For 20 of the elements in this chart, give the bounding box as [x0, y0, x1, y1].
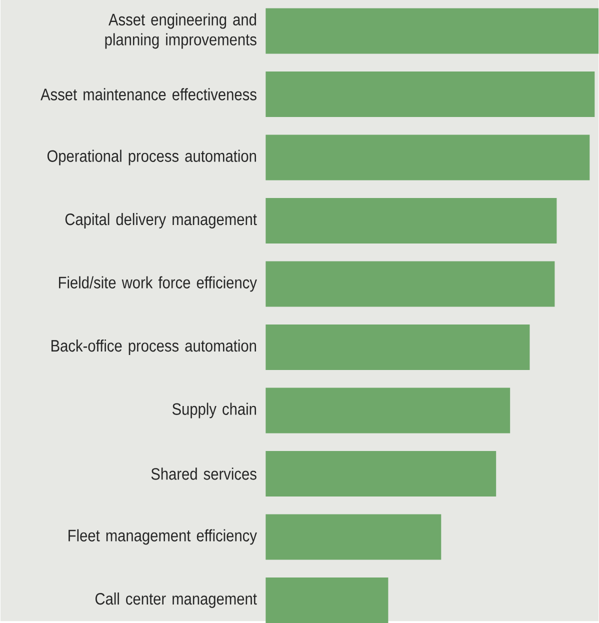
bar — [266, 198, 557, 244]
bar — [266, 261, 555, 307]
bar — [266, 71, 595, 118]
bar — [266, 450, 496, 497]
y-tick-label: Field/site work force efficiency — [59, 276, 258, 292]
y-tick-label: Capital delivery management — [66, 212, 258, 228]
y-tick-label: Asset engineering and planning improvements — [105, 13, 257, 49]
bar — [266, 324, 530, 370]
bar — [266, 388, 510, 434]
bar — [266, 8, 599, 54]
bar — [266, 514, 442, 560]
y-tick-label: Supply chain — [172, 402, 256, 418]
y-tick-label: Call center management — [96, 592, 258, 608]
y-tick-label: Shared services — [152, 468, 257, 480]
bar — [266, 134, 590, 180]
bar — [266, 577, 388, 623]
y-tick-label: Asset maintenance effectiveness — [40, 88, 257, 100]
y-tick-label: Fleet management efficiency — [68, 529, 258, 545]
y-tick-label: Back-office process automation — [52, 339, 256, 355]
y-tick-label: Operational process automation — [48, 150, 256, 166]
